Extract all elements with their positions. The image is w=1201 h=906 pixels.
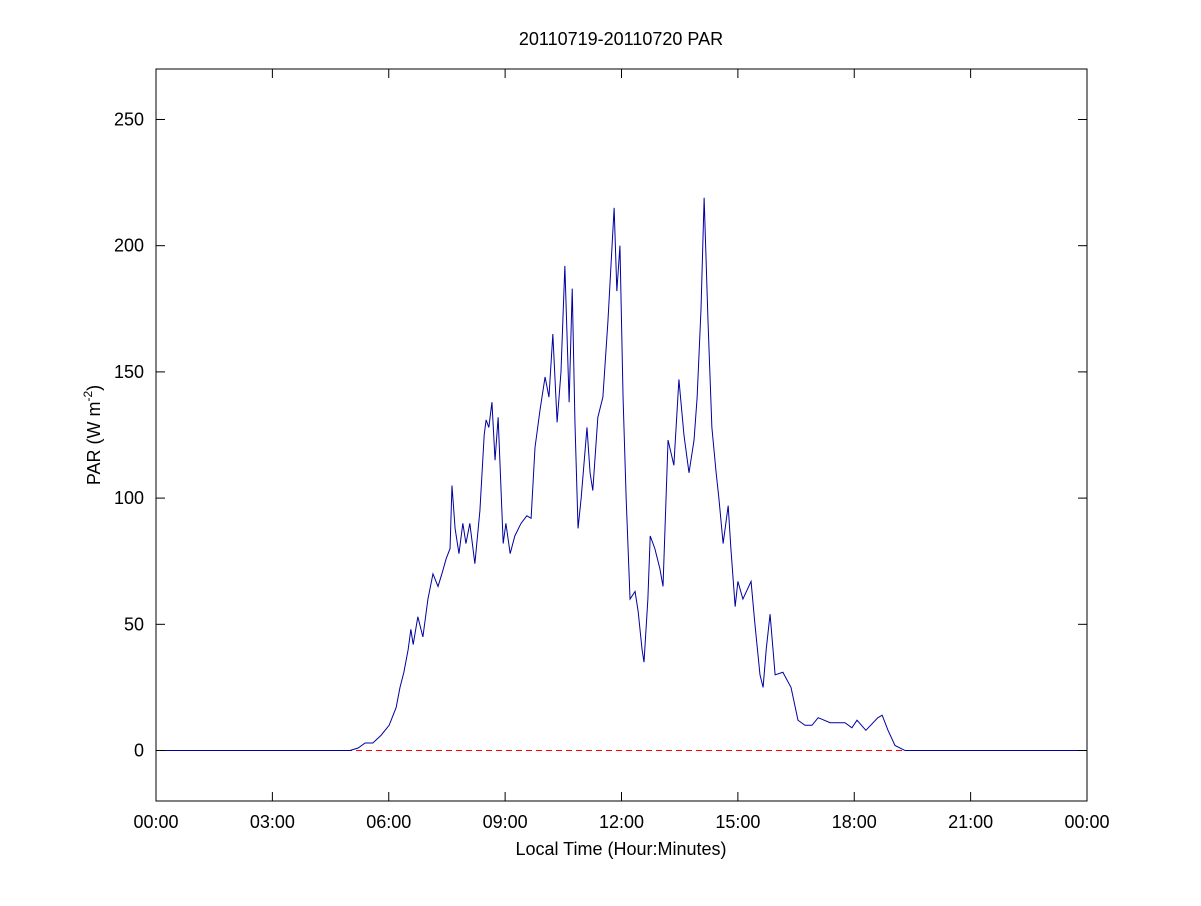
x-tick-label: 21:00 [948,812,993,832]
y-axis-label-text: PAR (W m [84,402,104,486]
y-tick-label: 0 [134,741,144,761]
y-axis-label-superscript: -2 [81,391,95,402]
chart-title: 20110719-20110720 PAR [519,29,723,49]
x-tick-label: 12:00 [599,812,644,832]
x-tick-label: 00:00 [133,812,178,832]
x-tick-label: 15:00 [715,812,760,832]
data-line [156,197,1087,752]
y-axis-label: PAR (W m-2) [81,385,104,485]
y-tick-label: 200 [114,236,144,256]
x-tick-label: 09:00 [483,812,528,832]
y-tick-label: 150 [114,362,144,382]
y-axis-label-suffix: ) [84,385,104,391]
x-axis-label: Local Time (Hour:Minutes) [515,839,726,859]
y-tick-label: 50 [124,614,144,634]
x-tick-label: 00:00 [1064,812,1109,832]
y-tick-label: 100 [114,488,144,508]
x-tick-label: 18:00 [832,812,877,832]
x-tick-label: 03:00 [250,812,295,832]
x-tick-label: 06:00 [366,812,411,832]
y-tick-label: 250 [114,109,144,129]
